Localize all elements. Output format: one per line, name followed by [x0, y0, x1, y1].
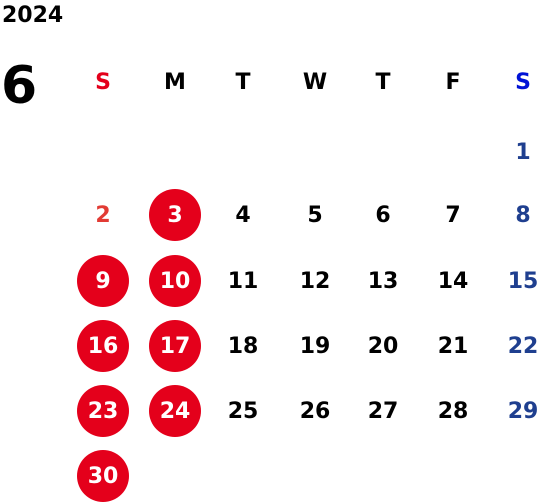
day-cell-14[interactable]: 14	[423, 261, 483, 301]
day-number: 9	[95, 268, 111, 294]
year-label: 2024	[2, 3, 64, 28]
day-number: 5	[307, 202, 323, 228]
day-number: 27	[367, 398, 399, 424]
day-cell-4[interactable]: 4	[213, 195, 273, 235]
day-cell-26[interactable]: 26	[285, 391, 345, 431]
day-number: 22	[507, 333, 539, 359]
day-cell-23[interactable]: 23	[73, 391, 133, 431]
day-number: 7	[445, 202, 461, 228]
day-cell-3[interactable]: 3	[145, 195, 205, 235]
day-cell-6[interactable]: 6	[353, 195, 413, 235]
day-cell-18[interactable]: 18	[213, 326, 273, 366]
day-cell-5[interactable]: 5	[285, 195, 345, 235]
day-number: 30	[87, 463, 119, 489]
day-cell-10[interactable]: 10	[145, 261, 205, 301]
weekday-header-thu: T	[375, 69, 391, 95]
day-number: 24	[159, 398, 191, 424]
day-cell-27[interactable]: 27	[353, 391, 413, 431]
day-number: 12	[299, 268, 331, 294]
weekday-header-mon: M	[164, 69, 186, 95]
day-number: 29	[507, 398, 539, 424]
day-cell-8[interactable]: 8	[493, 195, 548, 235]
day-cell-16[interactable]: 16	[73, 326, 133, 366]
day-cell-25[interactable]: 25	[213, 391, 273, 431]
day-number: 8	[515, 202, 531, 228]
day-number: 20	[367, 333, 399, 359]
day-cell-2[interactable]: 2	[73, 195, 133, 235]
weekday-header-wed: W	[302, 69, 328, 95]
day-cell-12[interactable]: 12	[285, 261, 345, 301]
day-cell-30[interactable]: 30	[73, 456, 133, 496]
weekday-header-sat: S	[515, 69, 531, 95]
day-number: 2	[95, 202, 111, 228]
weekday-header-sun: S	[95, 69, 111, 95]
day-number: 6	[375, 202, 391, 228]
day-cell-24[interactable]: 24	[145, 391, 205, 431]
day-number: 28	[437, 398, 469, 424]
day-number: 23	[87, 398, 119, 424]
day-cell-11[interactable]: 11	[213, 261, 273, 301]
day-number: 17	[159, 333, 191, 359]
day-cell-1[interactable]: 1	[493, 132, 548, 172]
weekday-header-tue: T	[235, 69, 251, 95]
day-cell-19[interactable]: 19	[285, 326, 345, 366]
day-cell-29[interactable]: 29	[493, 391, 548, 431]
day-number: 16	[87, 333, 119, 359]
day-cell-13[interactable]: 13	[353, 261, 413, 301]
day-cell-7[interactable]: 7	[423, 195, 483, 235]
day-cell-21[interactable]: 21	[423, 326, 483, 366]
day-cell-15[interactable]: 15	[493, 261, 548, 301]
day-cell-20[interactable]: 20	[353, 326, 413, 366]
day-number: 10	[159, 268, 191, 294]
day-number: 15	[507, 268, 539, 294]
day-cell-28[interactable]: 28	[423, 391, 483, 431]
day-number: 13	[367, 268, 399, 294]
day-number: 14	[437, 268, 469, 294]
day-number: 3	[167, 202, 183, 228]
day-number: 18	[227, 333, 259, 359]
weekday-header-fri: F	[445, 69, 461, 95]
month-number: 6	[1, 56, 38, 116]
day-cell-9[interactable]: 9	[73, 261, 133, 301]
day-number: 25	[227, 398, 259, 424]
day-cell-22[interactable]: 22	[493, 326, 548, 366]
day-number: 21	[437, 333, 469, 359]
day-number: 1	[515, 139, 531, 165]
day-cell-17[interactable]: 17	[145, 326, 205, 366]
day-number: 11	[227, 268, 259, 294]
day-number: 4	[235, 202, 251, 228]
day-number: 19	[299, 333, 331, 359]
day-number: 26	[299, 398, 331, 424]
